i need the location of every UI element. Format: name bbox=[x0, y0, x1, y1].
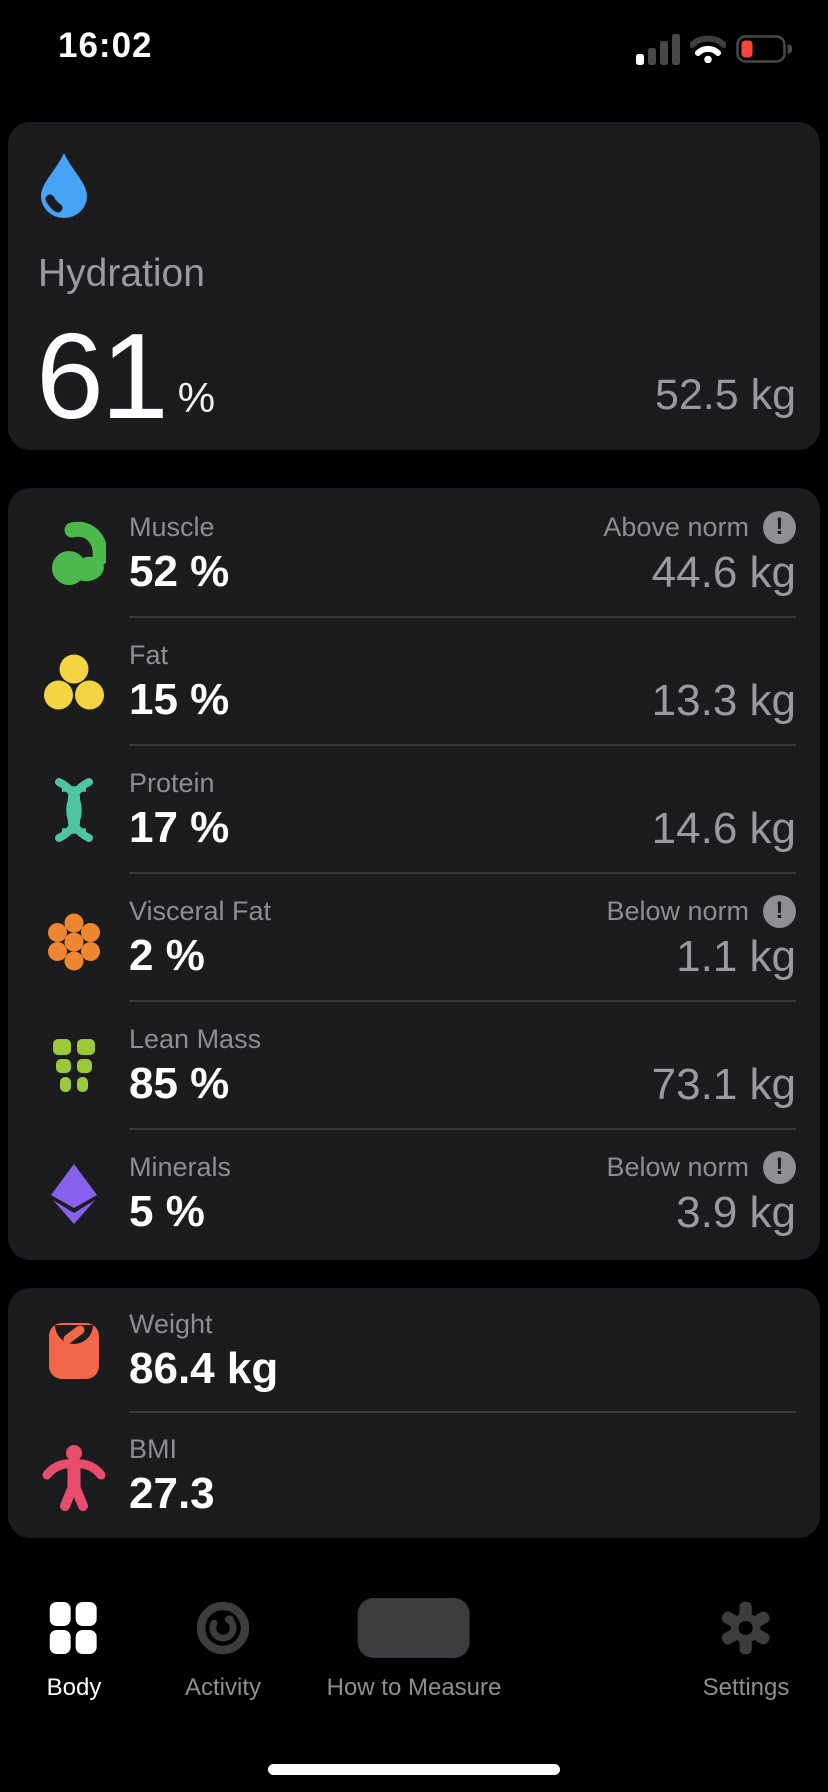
tab-activity[interactable]: Activity bbox=[185, 1596, 261, 1702]
divider bbox=[129, 1128, 796, 1130]
body-metrics-card: Muscle 52 % Above norm ! 44.6 kg Fat 15 … bbox=[8, 488, 820, 1260]
home-indicator[interactable] bbox=[268, 1764, 560, 1775]
metric-row-minerals[interactable]: Minerals 5 % Below norm ! 3.9 kg bbox=[8, 1130, 820, 1258]
norm-status: Above norm ! bbox=[603, 509, 796, 545]
metric-label: Visceral Fat bbox=[129, 896, 272, 926]
metric-row-fat[interactable]: Fat 15 % 13.3 kg bbox=[8, 618, 820, 746]
bmi-person-icon bbox=[42, 1436, 106, 1516]
stat-label: Weight bbox=[129, 1308, 213, 1339]
divider bbox=[129, 1000, 796, 1002]
metric-value: 2 % bbox=[129, 931, 205, 980]
metric-weight: 1.1 kg bbox=[676, 932, 796, 981]
divider bbox=[129, 1411, 796, 1413]
tab-how-to-measure[interactable]: How to Measure bbox=[327, 1596, 502, 1702]
hydration-value: 61 bbox=[36, 307, 169, 444]
scale-icon bbox=[42, 1311, 106, 1391]
stat-row-bmi[interactable]: BMI 27.3 bbox=[8, 1413, 820, 1538]
norm-status: Below norm ! bbox=[606, 1149, 796, 1185]
metric-row-muscle[interactable]: Muscle 52 % Above norm ! 44.6 kg bbox=[8, 490, 820, 618]
stat-value: 86.4 kg bbox=[129, 1343, 279, 1393]
cellular-signal-icon bbox=[636, 33, 680, 70]
divider bbox=[129, 872, 796, 874]
activity-rings-icon bbox=[185, 1596, 261, 1660]
metric-weight: 44.6 kg bbox=[651, 548, 796, 597]
metric-label: Lean Mass bbox=[129, 1024, 262, 1054]
hydration-unit: % bbox=[177, 374, 216, 421]
status-bar: 16:02 bbox=[0, 0, 828, 90]
stat-row-weight[interactable]: Weight 86.4 kg bbox=[8, 1288, 820, 1413]
gear-icon bbox=[703, 1596, 790, 1660]
stat-value: 27.3 bbox=[129, 1468, 215, 1518]
metric-label: Minerals bbox=[129, 1152, 232, 1182]
alert-icon[interactable]: ! bbox=[763, 510, 796, 544]
clock: 16:02 bbox=[58, 26, 153, 65]
metric-value: 17 % bbox=[129, 803, 230, 852]
dna-icon bbox=[42, 770, 106, 850]
divider bbox=[129, 744, 796, 746]
metric-label: Protein bbox=[129, 768, 215, 798]
body-grid-icon bbox=[47, 1596, 102, 1660]
metric-value: 15 % bbox=[129, 675, 230, 724]
metric-value: 52 % bbox=[129, 547, 230, 596]
metric-weight: 14.6 kg bbox=[651, 804, 796, 853]
minerals-icon bbox=[42, 1154, 106, 1234]
metric-row-protein[interactable]: Protein 17 % 14.6 kg bbox=[8, 746, 820, 874]
hydration-weight: 52.5 kg bbox=[654, 371, 796, 419]
hydration-card[interactable]: Hydration 61 % 52.5 kg bbox=[8, 122, 820, 450]
tab-settings[interactable]: Settings bbox=[703, 1596, 790, 1702]
water-drop-icon bbox=[38, 152, 90, 223]
divider bbox=[129, 616, 796, 618]
video-thumbnail-icon bbox=[327, 1596, 502, 1660]
stat-label: BMI bbox=[129, 1433, 178, 1464]
metric-label: Muscle bbox=[129, 512, 215, 542]
hydration-title: Hydration bbox=[38, 252, 205, 295]
wifi-icon bbox=[689, 35, 727, 68]
alert-icon[interactable]: ! bbox=[763, 1150, 796, 1184]
weight-bmi-card: Weight 86.4 kg BMI 27.3 bbox=[8, 1288, 820, 1538]
tab-body[interactable]: Body bbox=[47, 1596, 102, 1702]
tab-bar: Body Activity How to Measure bbox=[0, 1596, 828, 1736]
metric-weight: 13.3 kg bbox=[651, 676, 796, 725]
abs-icon bbox=[42, 1026, 106, 1106]
battery-icon bbox=[736, 35, 793, 68]
metric-value: 5 % bbox=[129, 1187, 205, 1236]
muscle-icon bbox=[42, 514, 106, 594]
visceral-fat-icon bbox=[42, 898, 106, 978]
metric-row-lean-mass[interactable]: Lean Mass 85 % 73.1 kg bbox=[8, 1002, 820, 1130]
metric-row-visceral-fat[interactable]: Visceral Fat 2 % Below norm ! 1.1 kg bbox=[8, 874, 820, 1002]
alert-icon[interactable]: ! bbox=[763, 894, 796, 928]
norm-status: Below norm ! bbox=[606, 893, 796, 929]
metric-weight: 73.1 kg bbox=[651, 1060, 796, 1109]
metric-label: Fat bbox=[129, 640, 169, 670]
fat-icon bbox=[42, 642, 106, 722]
metric-weight: 3.9 kg bbox=[676, 1188, 796, 1237]
metric-value: 85 % bbox=[129, 1059, 230, 1108]
